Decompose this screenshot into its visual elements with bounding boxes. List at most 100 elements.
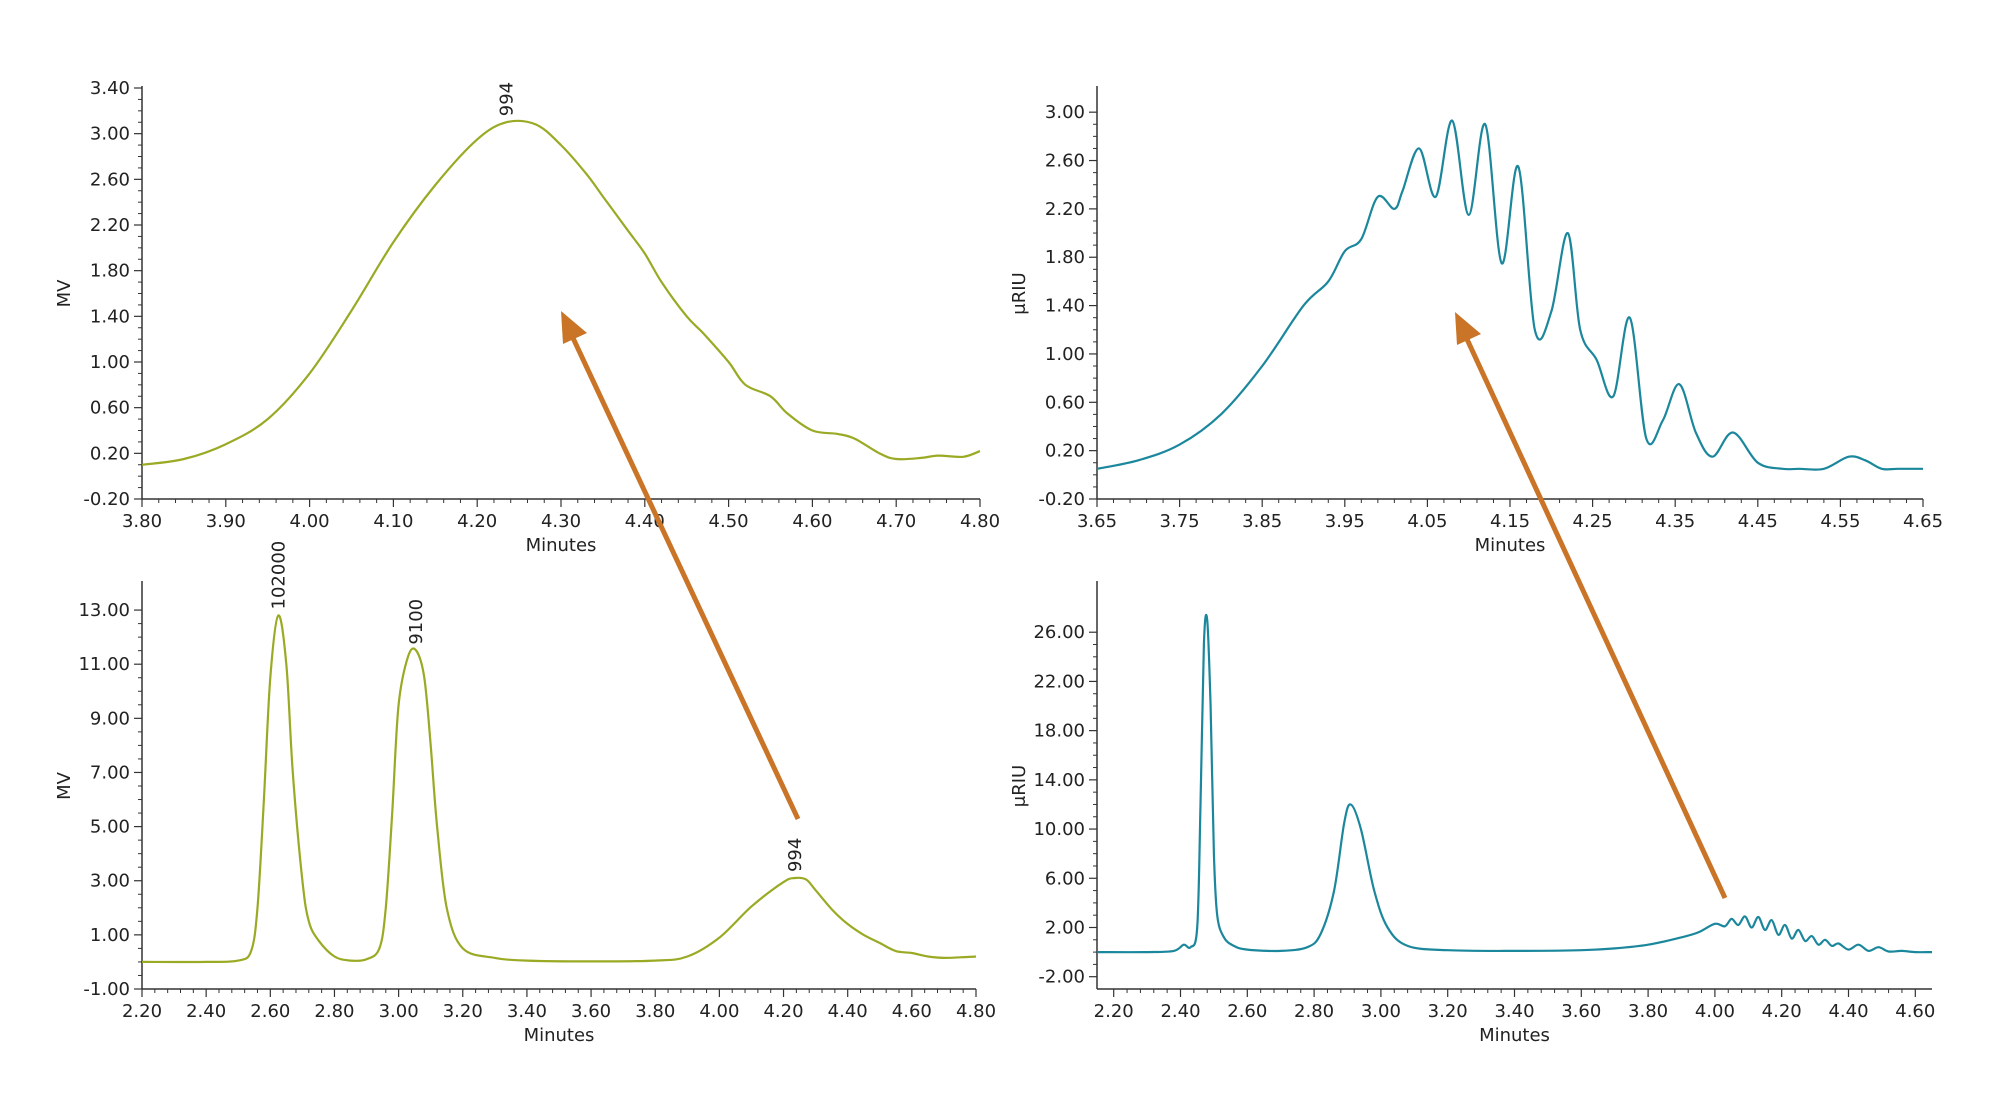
x-tick-label: 2.80 bbox=[1294, 1001, 1334, 1022]
x-tick-label: 4.15 bbox=[1490, 511, 1530, 532]
x-tick-label: 4.60 bbox=[792, 511, 832, 532]
y-tick-label: 1.40 bbox=[90, 306, 130, 327]
y-tick-label: 1.80 bbox=[90, 261, 130, 282]
x-tick-label: 3.65 bbox=[1077, 511, 1117, 532]
charts-layer: 3.80 3.90 4.00 4.10 4.20 4.30 4.40 4.50 4.60 4.70… bbox=[54, 78, 1943, 1046]
x-tick-label: 3.80 bbox=[122, 511, 162, 532]
y-tick-label: 22.00 bbox=[1033, 671, 1085, 692]
x-tick-label: 4.25 bbox=[1573, 511, 1613, 532]
y-axis-label: MV bbox=[54, 279, 75, 308]
arrows-layer bbox=[561, 311, 1728, 900]
peak-label: 9100 bbox=[406, 599, 427, 645]
y-tick-label: 3.00 bbox=[90, 871, 130, 892]
y-tick-label: 2.00 bbox=[1045, 917, 1085, 938]
y-tick-label: 2.60 bbox=[1045, 151, 1085, 172]
y-tick-label: 1.00 bbox=[1045, 344, 1085, 365]
x-tick-label: 3.60 bbox=[571, 1001, 611, 1022]
x-tick-label: 3.40 bbox=[1494, 1001, 1534, 1022]
x-tick-label: 3.80 bbox=[635, 1001, 675, 1022]
x-tick-label: 4.35 bbox=[1655, 511, 1695, 532]
x-tick-label: 4.40 bbox=[828, 1001, 868, 1022]
peak-label: 102000 bbox=[268, 541, 289, 610]
x-tick-label: 2.60 bbox=[1227, 1001, 1267, 1022]
y-tick-label: 9.00 bbox=[90, 708, 130, 729]
y-tick-label: 14.00 bbox=[1033, 770, 1085, 791]
x-tick-label: 4.30 bbox=[541, 511, 581, 532]
y-tick-label: 18.00 bbox=[1033, 721, 1085, 742]
y-tick-label: 26.00 bbox=[1033, 622, 1085, 643]
y-tick-label: 11.00 bbox=[78, 654, 130, 675]
x-tick-label: 4.45 bbox=[1738, 511, 1778, 532]
x-tick-label: 4.40 bbox=[1828, 1001, 1868, 1022]
y-tick-label: -1.00 bbox=[83, 979, 130, 1000]
x-tick-label: 3.20 bbox=[1428, 1001, 1468, 1022]
x-tick-label: 2.40 bbox=[1160, 1001, 1200, 1022]
x-tick-label: 4.55 bbox=[1820, 511, 1860, 532]
x-tick-label: 4.80 bbox=[960, 511, 1000, 532]
x-tick-label: 3.85 bbox=[1242, 511, 1282, 532]
x-tick-label: 4.80 bbox=[956, 1001, 996, 1022]
zoom-arrow-right-head bbox=[1455, 312, 1481, 345]
x-tick-label: 3.95 bbox=[1325, 511, 1365, 532]
x-tick-label: 4.60 bbox=[892, 1001, 932, 1022]
y-axis-label: μRIU bbox=[1009, 765, 1030, 807]
y-tick-label: 6.00 bbox=[1045, 868, 1085, 889]
y-tick-label: 5.00 bbox=[90, 817, 130, 838]
y-tick-label: 2.20 bbox=[1045, 199, 1085, 220]
x-tick-label: 3.40 bbox=[507, 1001, 547, 1022]
x-tick-label: 4.65 bbox=[1903, 511, 1943, 532]
x-tick-label: 4.60 bbox=[1895, 1001, 1935, 1022]
y-tick-label: 3.00 bbox=[1045, 102, 1085, 123]
x-tick-label: 4.05 bbox=[1407, 511, 1447, 532]
y-tick-label: -0.20 bbox=[83, 489, 130, 510]
y-tick-label: -0.20 bbox=[1038, 489, 1085, 510]
y-tick-label: 0.20 bbox=[1045, 441, 1085, 462]
y-tick-label: 0.60 bbox=[1045, 392, 1085, 413]
y-tick-label: 0.60 bbox=[90, 398, 130, 419]
zoom-arrow-left-head bbox=[561, 311, 587, 344]
chart-top-right: 3.65 3.75 3.85 3.95 4.05 4.15 4.25 4.35 4.45 4.55… bbox=[1009, 86, 1943, 556]
zoom-arrow-right bbox=[1457, 322, 1728, 900]
y-tick-label: 2.60 bbox=[90, 169, 130, 190]
x-tick-label: 2.20 bbox=[1094, 1001, 1134, 1022]
y-axis-label: μRIU bbox=[1009, 272, 1030, 314]
chart-top-left: 3.80 3.90 4.00 4.10 4.20 4.30 4.40 4.50 4.60 4.70… bbox=[54, 78, 1000, 556]
x-tick-label: 4.00 bbox=[699, 1001, 739, 1022]
y-tick-label: 1.80 bbox=[1045, 247, 1085, 268]
y-tick-label: 13.00 bbox=[78, 600, 130, 621]
x-tick-label: 3.90 bbox=[206, 511, 246, 532]
series-line bbox=[1096, 614, 1933, 954]
x-tick-label: 4.00 bbox=[1695, 1001, 1735, 1022]
y-tick-label: 2.20 bbox=[90, 215, 130, 236]
x-tick-label: 4.20 bbox=[1762, 1001, 1802, 1022]
x-tick-label: 3.00 bbox=[379, 1001, 419, 1022]
y-tick-label: 1.00 bbox=[90, 925, 130, 946]
y-tick-label: 1.40 bbox=[1045, 296, 1085, 317]
x-axis-label: Minutes bbox=[524, 1025, 595, 1046]
series-line bbox=[141, 614, 977, 964]
y-tick-label: 0.20 bbox=[90, 443, 130, 464]
x-tick-label: 4.70 bbox=[876, 511, 916, 532]
chart-bottom-left: 2.20 2.40 2.60 2.80 3.00 3.20 3.40 3.60 3.80 4.00… bbox=[54, 541, 996, 1046]
peak-label: 994 bbox=[497, 82, 518, 116]
chart-bottom-right: 2.20 2.40 2.60 2.80 3.00 3.20 3.40 3.60 3.80 4.00… bbox=[1009, 581, 1935, 1046]
x-axis-label: Minutes bbox=[526, 535, 597, 556]
y-axis-label: MV bbox=[54, 771, 75, 800]
x-tick-label: 4.20 bbox=[763, 1001, 803, 1022]
y-tick-label: 7.00 bbox=[90, 762, 130, 783]
y-tick-label: 10.00 bbox=[1033, 819, 1085, 840]
zoom-arrow-left bbox=[563, 321, 801, 821]
x-tick-label: 3.60 bbox=[1561, 1001, 1601, 1022]
x-tick-label: 3.80 bbox=[1628, 1001, 1668, 1022]
x-tick-label: 2.40 bbox=[186, 1001, 226, 1022]
y-tick-label: -2.00 bbox=[1038, 967, 1085, 988]
x-tick-label: 3.00 bbox=[1361, 1001, 1401, 1022]
x-tick-label: 4.20 bbox=[457, 511, 497, 532]
peak-label: 994 bbox=[785, 838, 806, 872]
series-line bbox=[141, 119, 981, 466]
x-tick-label: 2.60 bbox=[250, 1001, 290, 1022]
x-axis-label: Minutes bbox=[1475, 535, 1546, 556]
series-line bbox=[1096, 119, 1923, 471]
x-tick-label: 2.20 bbox=[122, 1001, 162, 1022]
